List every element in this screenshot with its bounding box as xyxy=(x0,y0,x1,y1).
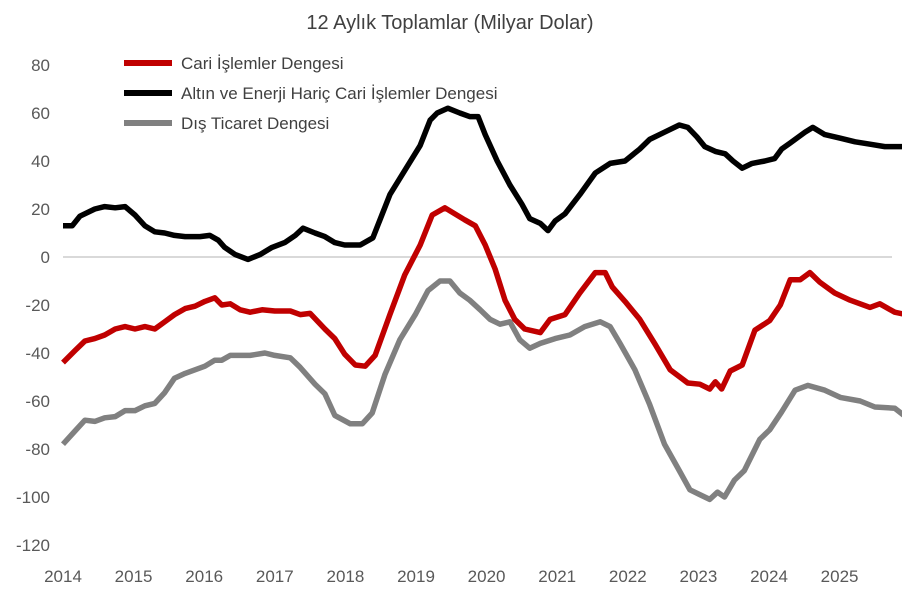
chart-title: 12 Aylık Toplamlar (Milyar Dolar) xyxy=(306,12,593,34)
series-line-0 xyxy=(61,205,902,392)
y-tick-label: -40 xyxy=(25,344,50,363)
x-tick-label: 2020 xyxy=(468,567,506,586)
x-axis: 2014 2015 2016 2017 2018 2019 2020 2021 2022 2023… xyxy=(44,567,858,586)
legend-label: Altın ve Enerji Hariç Cari İşlemler Deng… xyxy=(181,84,498,103)
y-tick-label: -120 xyxy=(16,536,50,555)
legend-item: Altın ve Enerji Hariç Cari İşlemler Deng… xyxy=(124,84,498,103)
y-tick-label: 0 xyxy=(41,248,50,267)
x-tick-label: 2016 xyxy=(185,567,223,586)
legend-label: Dış Ticaret Dengesi xyxy=(181,114,329,133)
series-line-1 xyxy=(63,105,902,263)
x-tick-label: 2021 xyxy=(538,567,576,586)
y-tick-label: -80 xyxy=(25,440,50,459)
x-tick-label: 2022 xyxy=(609,567,647,586)
x-tick-label: 2017 xyxy=(256,567,294,586)
legend-item: Cari İşlemler Dengesi xyxy=(124,54,344,73)
legend-label: Cari İşlemler Dengesi xyxy=(181,54,344,73)
y-tick-label: 60 xyxy=(31,104,50,123)
x-tick-label: 2023 xyxy=(679,567,717,586)
series-lines xyxy=(60,105,902,503)
x-tick-label: 2018 xyxy=(326,567,364,586)
legend-item: Dış Ticaret Dengesi xyxy=(124,114,329,133)
x-tick-label: 2014 xyxy=(44,567,82,586)
series-line-2 xyxy=(60,278,902,503)
x-tick-label: 2024 xyxy=(750,567,788,586)
y-tick-label: -20 xyxy=(25,296,50,315)
y-tick-label: -100 xyxy=(16,488,50,507)
x-tick-label: 2015 xyxy=(115,567,153,586)
y-tick-label: -60 xyxy=(25,392,50,411)
y-tick-label: 20 xyxy=(31,200,50,219)
y-axis: 80 60 40 20 0 -20 -40 -60 -80 -100 -120 xyxy=(16,56,50,555)
y-tick-label: 80 xyxy=(31,56,50,75)
y-tick-label: 40 xyxy=(31,152,50,171)
legend: Cari İşlemler Dengesi Altın ve Enerji Har… xyxy=(124,54,498,133)
x-tick-label: 2025 xyxy=(821,567,859,586)
x-tick-label: 2019 xyxy=(397,567,435,586)
